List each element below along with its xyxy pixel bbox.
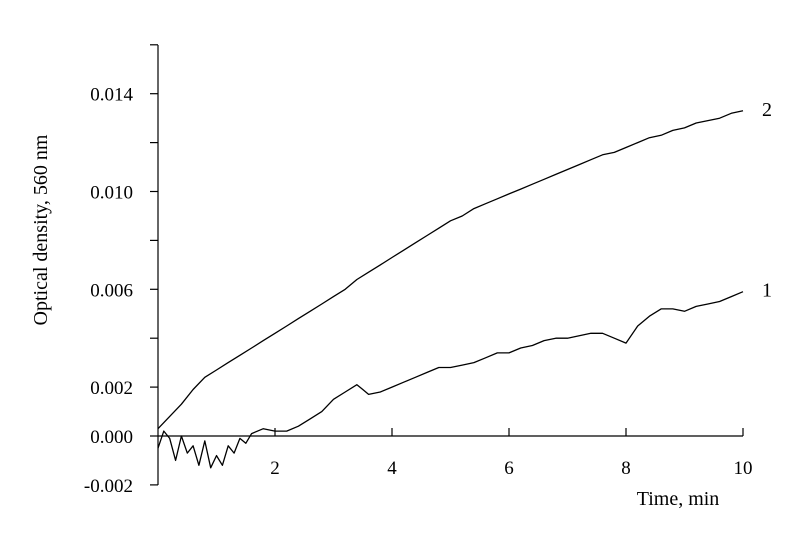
y-tick-label: 0.010	[90, 183, 133, 204]
tick-labels: 2 4 6 8 10 -0.002 0.000 0.002 0.006 0.010 0.014	[84, 85, 753, 497]
x-axis-title: Time, min	[637, 488, 720, 510]
y-tick-label: 0.014	[90, 85, 133, 106]
x-tick-label: 8	[621, 458, 631, 479]
series-label-2: 2	[762, 99, 772, 121]
series-line-1	[157, 291, 744, 469]
x-tick-label: 10	[734, 458, 753, 479]
series-group	[157, 110, 744, 469]
x-tick-label: 4	[387, 458, 397, 479]
y-tick-label: 0.000	[90, 427, 133, 448]
y-tick-label: 0.002	[90, 378, 133, 399]
y-axis-title: Optical density, 560 nm	[30, 134, 52, 325]
series-labels: 12	[762, 99, 772, 302]
x-tick-label: 2	[270, 458, 280, 479]
axes	[157, 45, 743, 485]
ticks	[150, 44, 744, 486]
series-line-2	[157, 110, 744, 430]
x-tick-label: 6	[504, 458, 514, 479]
y-tick-label: -0.002	[84, 476, 133, 497]
y-tick-label: 0.006	[90, 280, 133, 301]
series-label-1: 1	[762, 280, 772, 302]
